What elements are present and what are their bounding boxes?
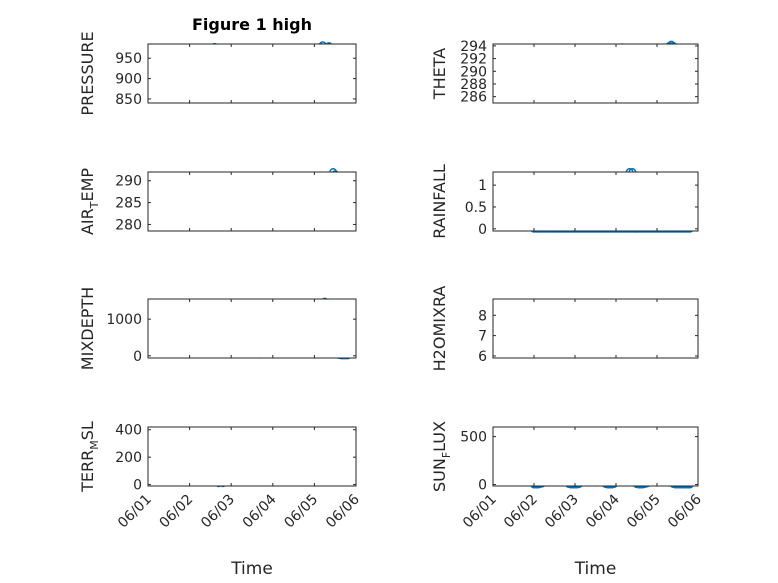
y-tick-label: 290 (115, 174, 142, 190)
y-axis-label-tail: EMP (78, 168, 97, 202)
subplot-5: 0 1000 MIXDEPTH (78, 287, 357, 370)
y-axis-label-subscript: T (88, 201, 101, 209)
y-tick-label: 290 (460, 64, 487, 80)
subplot-4: 0 0.5 1 RAINFALL (430, 164, 699, 239)
y-tick-label: 0 (478, 222, 487, 238)
y-axis-label: THETA (430, 48, 449, 100)
y-axis-label: TERRMSL (78, 421, 101, 493)
y-tick-label: 8 (478, 308, 487, 324)
y-axis-label-main: H2OMIXRA (430, 286, 449, 372)
y-tick-label: 900 (115, 72, 142, 88)
y-tick-label: 1 (478, 178, 487, 194)
axes-frame (492, 171, 699, 232)
subplot-6: 6 7 8 H2OMIXRA (430, 286, 699, 372)
y-tick-label: 0 (133, 478, 142, 494)
y-tick-label: 280 (115, 217, 142, 233)
y-axis-label: SUNFLUX (430, 421, 453, 492)
subplot-3: 280 285 290 AIRTEMP (78, 168, 357, 235)
chart-title: Figure 1 high (192, 15, 312, 34)
axes-frame (147, 298, 357, 359)
axes-frame (147, 171, 357, 232)
y-axis-label: MIXDEPTH (78, 287, 97, 370)
y-tick-label: 292 (460, 52, 487, 68)
y-axis-label: RAINFALL (430, 164, 449, 239)
y-tick-label: 6 (478, 349, 487, 365)
y-axis-label-main: MIXDEPTH (78, 287, 97, 370)
y-tick-label: 850 (115, 92, 142, 108)
axes-frame (492, 43, 699, 104)
y-axis-label-main: RAINFALL (430, 164, 449, 239)
y-axis-label: H2OMIXRA (430, 286, 449, 372)
y-tick-label: 7 (478, 329, 487, 345)
y-tick-label: 400 (115, 423, 142, 439)
y-tick-label: 288 (460, 77, 487, 93)
y-axis-label: AIRTEMP (78, 168, 101, 235)
y-tick-label: 950 (115, 51, 142, 67)
y-axis-label-main: TERR (78, 450, 97, 493)
y-tick-label: 286 (460, 90, 487, 106)
axes-frame (147, 43, 357, 104)
y-axis-label-main: AIR (78, 208, 97, 235)
y-axis-label-main: SUN (430, 458, 449, 492)
y-axis-label-tail: SL (78, 421, 97, 440)
y-tick-label: 200 (115, 450, 142, 466)
y-axis-label-tail: LUX (430, 421, 449, 452)
axes-frame (492, 298, 699, 359)
subplot-1: 850 900 950 PRESSURE Figure 1 high (78, 15, 357, 116)
y-axis-label: PRESSURE (78, 31, 97, 115)
y-axis-label-main: THETA (430, 48, 449, 100)
y-tick-label: 0 (478, 478, 487, 494)
y-axis-label-subscript: F (440, 452, 453, 458)
y-tick-label: 0.5 (465, 200, 487, 216)
y-axis-label-subscript: M (88, 440, 101, 450)
y-tick-label: 500 (460, 430, 487, 446)
axes-frame (492, 426, 699, 487)
x-axis-label: Time (230, 559, 273, 579)
y-tick-label: 0 (133, 349, 142, 365)
y-axis-label-main: PRESSURE (78, 31, 97, 115)
x-axis-label: Time (574, 559, 617, 579)
y-tick-label: 1000 (106, 312, 142, 328)
y-tick-label: 294 (460, 39, 487, 55)
axes-frame (147, 426, 357, 487)
y-tick-label: 285 (115, 196, 142, 212)
